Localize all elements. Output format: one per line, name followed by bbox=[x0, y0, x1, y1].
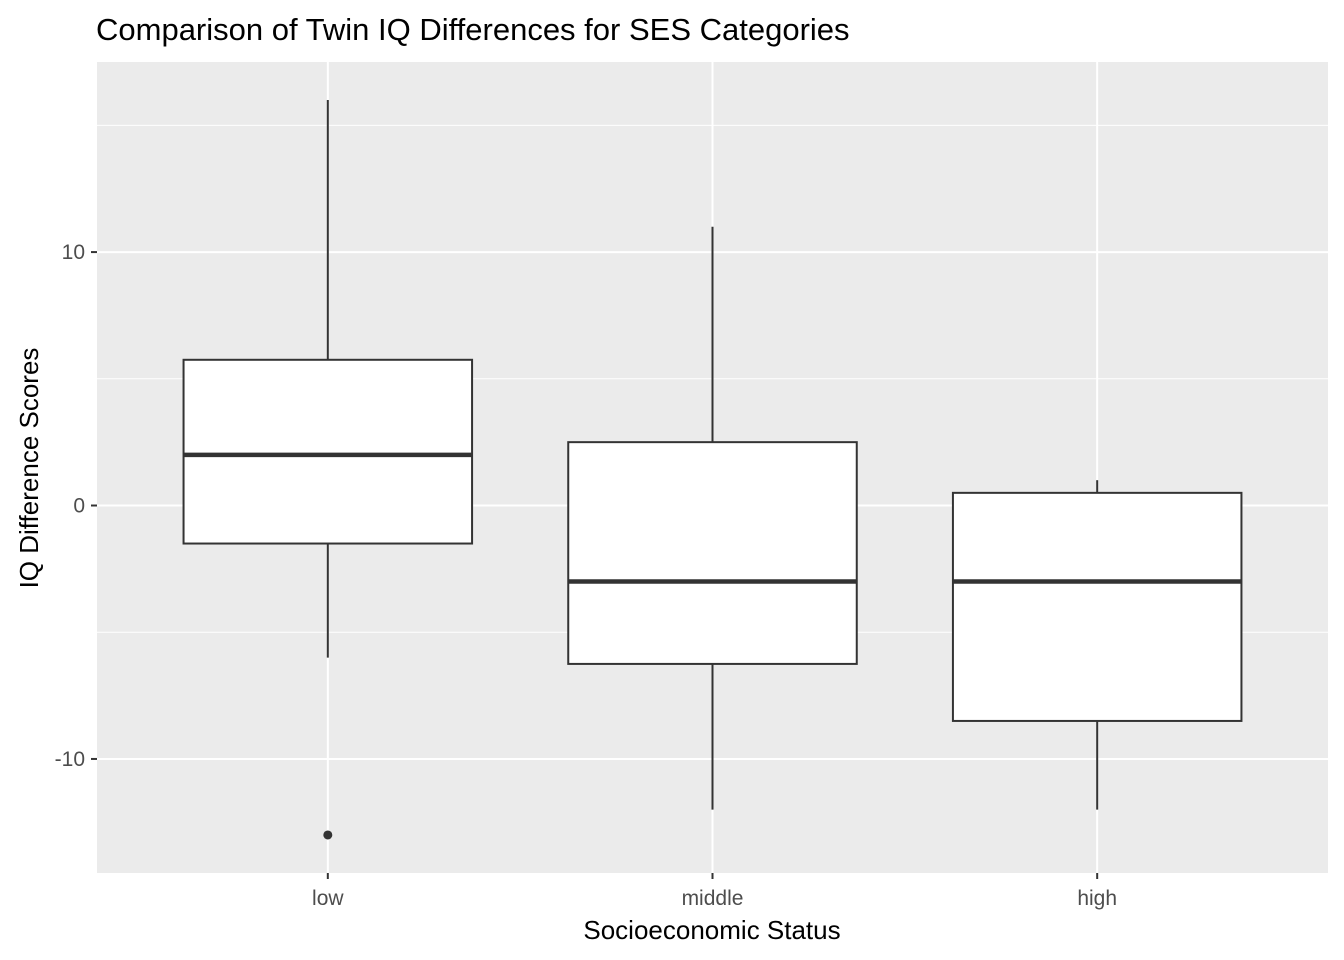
y-tick-label: 0 bbox=[73, 495, 85, 518]
outlier-point bbox=[323, 830, 333, 840]
iqr-box bbox=[951, 491, 1243, 722]
y-axis-ticks: -10 0 10 bbox=[55, 241, 97, 771]
y-tick-label: -10 bbox=[55, 748, 85, 771]
x-axis-title: Socioeconomic Status bbox=[583, 915, 840, 945]
box-middle bbox=[567, 226, 858, 810]
x-tick-label-low: low bbox=[312, 887, 344, 910]
y-tick-label: 10 bbox=[62, 241, 85, 264]
box-high bbox=[951, 480, 1243, 810]
box-low bbox=[182, 100, 474, 840]
x-tick-label-high: high bbox=[1077, 887, 1117, 910]
boxes bbox=[182, 100, 1243, 840]
iqr-box bbox=[567, 441, 858, 665]
y-axis-title: IQ Difference Scores bbox=[14, 348, 44, 589]
iqr-box bbox=[182, 358, 474, 545]
x-axis-ticks: low middle high bbox=[312, 873, 1117, 910]
x-tick-label-middle: middle bbox=[682, 887, 744, 910]
chart-title: Comparison of Twin IQ Differences for SE… bbox=[96, 12, 850, 47]
